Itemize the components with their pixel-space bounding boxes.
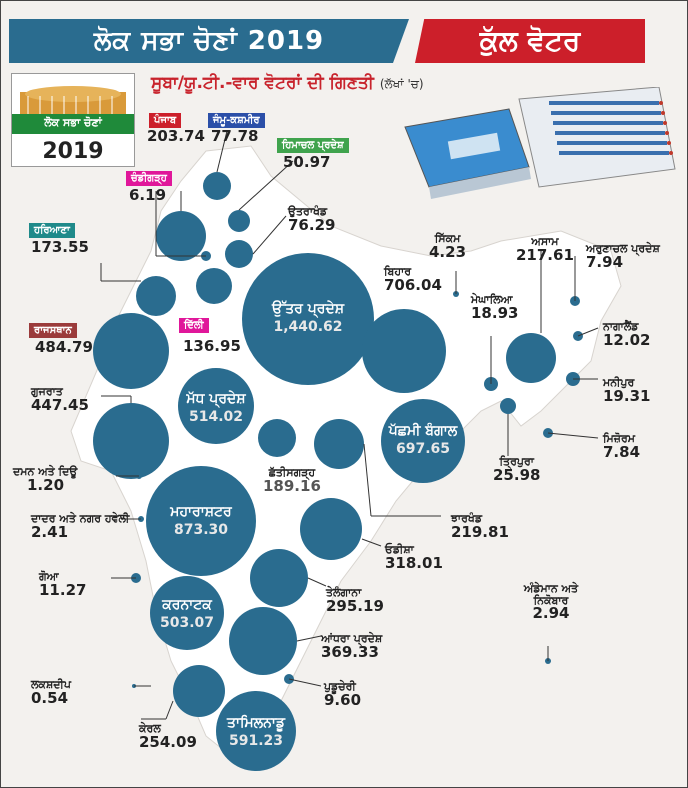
tag-haryana: ਹਰਿਆਣਾ [29, 223, 75, 238]
tag-rajasthan: ਰਾਜਸਥਾਨ [29, 323, 77, 338]
label-kerala: ਕੇਰਲ 254.09 [139, 722, 197, 751]
tag-hp: ਹਿਮਾਚਲ ਪ੍ਰਦੇਸ਼ [277, 138, 349, 153]
bubble-kerala [173, 665, 225, 717]
bubble-rajasthan [93, 313, 169, 389]
bubble-tripura [500, 398, 516, 414]
bubble-assam [506, 333, 556, 383]
bubble-telangana [250, 549, 308, 607]
label-tn: ਤਾਮਿਲਨਾਡੂ 591.23 [226, 715, 285, 749]
bubble-delhi [196, 268, 232, 304]
label-andhra: ਆਂਧਰਾ ਪ੍ਰਦੇਸ਼ 369.33 [321, 632, 383, 661]
bubble-maharashtra [146, 466, 256, 576]
label-assam: ਅਸਾਮ 217.61 [516, 235, 574, 264]
label-telangana: ਤੇਲੰਗਾਨਾ 295.19 [326, 586, 384, 615]
label-goa: ਗੋਆ 11.27 [39, 570, 87, 599]
value-chandigarh: 6.19 [129, 186, 167, 204]
bubble-haryana [136, 276, 176, 316]
bubble-tn [216, 691, 296, 771]
bubble-karnataka [150, 576, 224, 650]
value-delhi: 136.95 [183, 337, 241, 355]
label-wb: ਪੱਛਮੀ ਬੰਗਾਲ 697.65 [388, 423, 458, 457]
label-tripura: ਤ੍ਰਿਪੁਰਾ 25.98 [493, 455, 541, 484]
logo-title: ਲੋਕ ਸਭਾ ਚੋਣਾਂ [44, 116, 102, 129]
evm-machine-icon [404, 87, 676, 199]
tag-chandigarh: ਚੰਡੀਗੜ੍ਹ [126, 171, 172, 186]
label-up: ਉੱਤਰ ਪ੍ਰਦੇਸ਼ 1,440.62 [271, 301, 345, 335]
value-punjab: 203.74 [147, 127, 205, 145]
bubble-hp [228, 210, 250, 232]
label-mizoram: ਮਿਜ਼ੋਰਮ 7.84 [603, 432, 641, 461]
tag-jk: ਜੰਮੂ-ਕਸ਼ਮੀਰ [208, 113, 265, 128]
value-haryana: 173.55 [31, 238, 89, 256]
label-bihar: ਬਿਹਾਰ 706.04 [384, 265, 442, 294]
label-mp: ਮੱਧ ਪ੍ਰਦੇਸ਼ 514.02 [186, 391, 246, 425]
label-meghalaya: ਮੇਘਾਲਿਆ 18.93 [471, 293, 519, 322]
label-nagaland: ਨਾਗਾਲੈਂਡ 12.02 [603, 320, 651, 349]
bubble-up [242, 253, 374, 385]
label-sikkim: ਸਿੱਕਮ 4.23 [429, 232, 467, 261]
label-puducherry: ਪੁਡੂਚੇਰੀ 9.60 [324, 680, 362, 709]
value-hp: 50.97 [283, 153, 331, 171]
bubbles [93, 172, 583, 771]
bubble-chhattisgarh [258, 419, 296, 457]
label-andaman: ਅੰਡੇਮਾਨ ਅਤੇ ਨਿਕੋਬਾਰ 2.94 [523, 582, 579, 623]
label-karnataka: ਕਰਨਾਟਕ 503.07 [159, 597, 215, 631]
label-jharkhand: ਝਾਰਖੰਡ 219.81 [451, 512, 509, 541]
label-chhattisgarh: ਛੱਤੀਸਗੜ੍ਹ 189.16 [263, 466, 321, 495]
value-jk: 77.78 [211, 127, 259, 145]
label-dnh: ਦਾਦਰ ਅਤੇ ਨਗਰ ਹਵੇਲੀ 2.41 [31, 512, 130, 541]
parliament-icon [12, 74, 134, 166]
label-maharashtra: ਮਹਾਰਾਸ਼ਟਰ 873.30 [170, 504, 232, 538]
label-lakshadweep: ਲਕਸ਼ਦੀਪ 0.54 [31, 678, 71, 707]
title-banner: ਲੋਕ ਸਭਾ ਚੋਣਾਂ 2019 [9, 19, 409, 63]
label-gujarat: ਗੁਜਰਾਤ 447.45 [31, 385, 89, 414]
logo-year: 2019 [42, 139, 104, 164]
label-daman: ਦਮਨ ਅਤੇ ਦਿਊ 1.20 [13, 465, 78, 494]
value-rajasthan: 484.79 [35, 338, 93, 356]
subtitle: ਸੂਬਾ/ਯੂ.ਟੀ.-ਵਾਰ ਵੋਟਰਾਂ ਦੀ ਗਿਣਤੀ (ਲੱਖਾਂ '… [151, 73, 424, 93]
label-odisha: ਓਡੀਸ਼ਾ 318.01 [385, 543, 443, 572]
bubble-andhra [229, 607, 297, 675]
unit-text: (ਲੱਖਾਂ 'ਚ) [379, 77, 424, 91]
label-uttarakhand: ਉਤਰਾਖੰਡ 76.29 [288, 205, 336, 234]
bubble-mp [178, 368, 254, 444]
tag-delhi: ਦਿੱਲੀ [179, 318, 209, 333]
election-logo: ਲੋਕ ਸਭਾ ਚੋਣਾਂ 2019 [11, 73, 135, 167]
leader-lines [100, 130, 599, 720]
label-manipur: ਮਨੀਪੁਰ 19.31 [603, 376, 651, 405]
tag-punjab: ਪੰਜਾਬ [149, 113, 182, 128]
bubble-punjab [156, 211, 206, 261]
bubble-odisha [300, 498, 362, 560]
total-voters-banner: ਕੁੱਲ ਵੋਟਰ [415, 19, 645, 63]
subtitle-text: ਸੂਬਾ/ਯੂ.ਟੀ.-ਵਾਰ ਵੋਟਰਾਂ ਦੀ ਗਿਣਤੀ [151, 73, 374, 93]
bubble-bihar [362, 309, 446, 393]
bubble-jk [203, 172, 231, 200]
bubble-gujarat [93, 403, 169, 479]
bubble-uttarakhand [225, 240, 253, 268]
bubble-jharkhand [314, 419, 364, 469]
label-arunachal: ਅਰੁਣਾਚਲ ਪ੍ਰਦੇਸ਼ 7.94 [586, 242, 660, 271]
bubble-wb [381, 399, 465, 483]
